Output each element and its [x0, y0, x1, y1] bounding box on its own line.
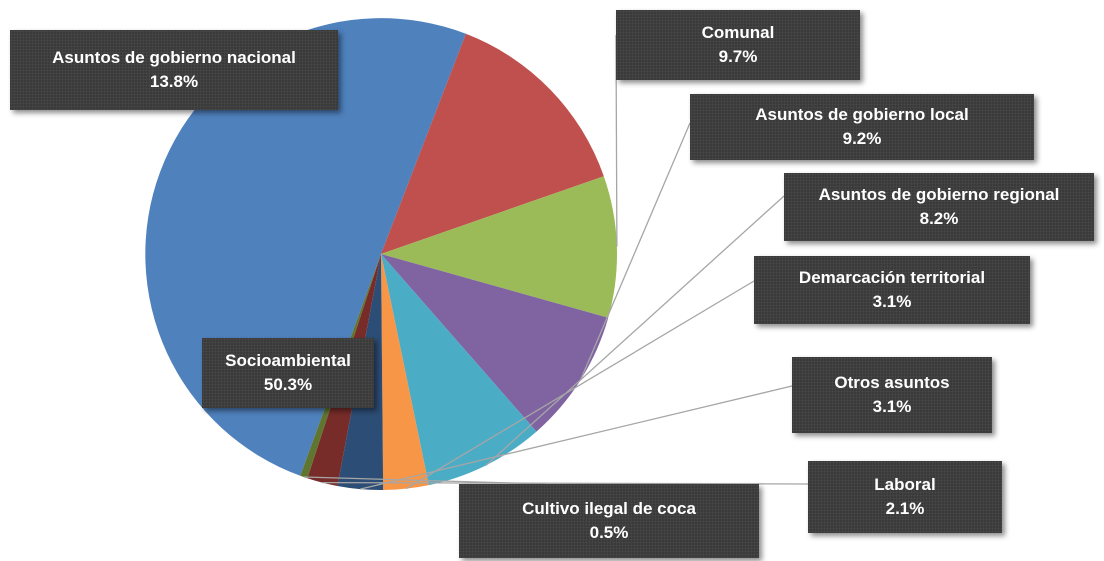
- leader-line-demarcacion: [405, 280, 755, 490]
- label-demarcacion: Demarcación territorial 3.1%: [754, 256, 1030, 324]
- pie-slice-gobierno-local: [381, 254, 609, 432]
- leader-line-laboral: [322, 481, 809, 485]
- label-laboral-value: 2.1%: [885, 499, 925, 518]
- label-otros-asuntos-value: 3.1%: [872, 397, 912, 416]
- label-socioambiental-name: Socioambiental: [225, 351, 351, 370]
- label-gobierno-regional: Asuntos de gobierno regional 8.2%: [784, 173, 1094, 241]
- label-otros-asuntos: Otros asuntos 3.1%: [792, 357, 992, 433]
- label-demarcacion-name: Demarcación territorial: [798, 268, 986, 287]
- label-gobierno-local: Asuntos de gobierno local 9.2%: [690, 94, 1034, 160]
- label-comunal-name: Comunal: [701, 23, 775, 42]
- leader-line-cultivo-coca: [303, 476, 546, 485]
- label-laboral-name: Laboral: [874, 475, 936, 494]
- pie-slice-gobierno-regional: [381, 254, 537, 486]
- label-socioambiental: Socioambiental 50.3%: [202, 338, 374, 408]
- pie-slice-comunal: [381, 176, 618, 318]
- leader-line-gobierno-local: [580, 122, 691, 381]
- label-cultivo-coca: Cultivo ilegal de coca 0.5%: [459, 484, 759, 558]
- pie-slice-gobierno-nacional: [381, 33, 604, 254]
- pie-slice-demarcacion: [381, 254, 429, 490]
- label-gobierno-nacional: Asuntos de gobierno nacional 13.8%: [10, 30, 338, 110]
- label-gobierno-local-value: 9.2%: [842, 129, 882, 148]
- label-gobierno-local-name: Asuntos de gobierno local: [755, 105, 969, 124]
- label-comunal: Comunal 9.7%: [616, 10, 860, 80]
- label-otros-asuntos-name: Otros asuntos: [834, 373, 950, 392]
- label-demarcacion-value: 3.1%: [872, 292, 912, 311]
- label-gobierno-regional-name: Asuntos de gobierno regional: [818, 185, 1060, 204]
- label-cultivo-coca-name: Cultivo ilegal de coca: [522, 499, 696, 518]
- label-comunal-value: 9.7%: [718, 47, 758, 66]
- label-gobierno-regional-value: 8.2%: [919, 209, 959, 228]
- leader-line-otros-asuntos: [360, 385, 793, 490]
- label-gobierno-nacional-name: Asuntos de gobierno nacional: [52, 48, 296, 67]
- label-socioambiental-value: 50.3%: [263, 375, 313, 394]
- label-cultivo-coca-value: 0.5%: [589, 523, 629, 542]
- label-laboral: Laboral 2.1%: [808, 461, 1002, 533]
- leader-line-gobierno-regional: [485, 195, 785, 466]
- label-gobierno-nacional-value: 13.8%: [149, 72, 199, 91]
